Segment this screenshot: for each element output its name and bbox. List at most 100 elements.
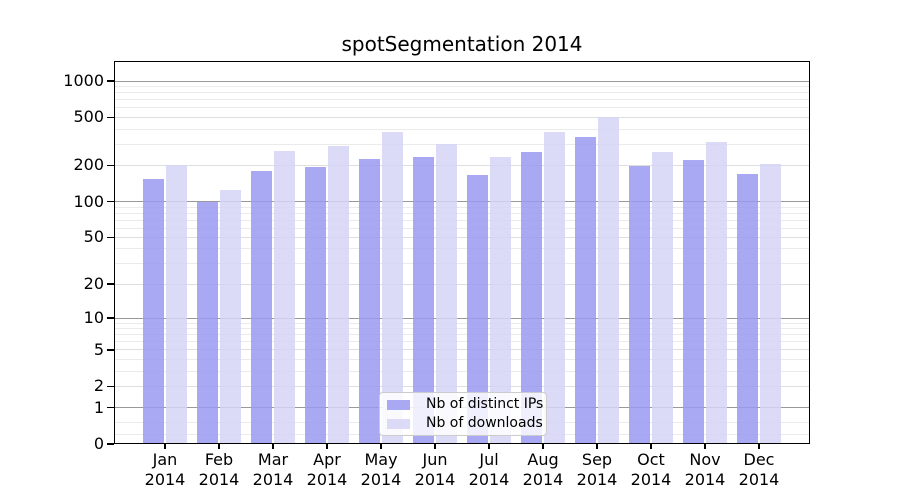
y-tick-100 — [107, 200, 114, 203]
bar-ips-dec — [737, 173, 758, 444]
y-tick-label: 0 — [93, 434, 104, 453]
gridline-2 — [114, 385, 810, 387]
bar-ips-jun — [413, 156, 434, 444]
bar-downloads-feb — [220, 189, 241, 444]
y-tick-1000 — [107, 80, 114, 82]
y-tick-5 — [107, 349, 114, 351]
bar-ips-oct — [629, 166, 650, 444]
x-tick-label: Apr 2014 — [306, 450, 348, 489]
bar-downloads-oct — [652, 152, 673, 444]
gridline-5 — [114, 349, 810, 351]
bar-ips-may — [359, 159, 380, 444]
gridline-100 — [114, 201, 810, 202]
y-tick-label: 20 — [83, 274, 104, 293]
bar-ips-nov — [683, 160, 704, 444]
bar-downloads-apr — [328, 145, 349, 444]
x-tick-7 — [488, 444, 490, 449]
bar-downloads-jan — [166, 165, 187, 444]
x-tick-2 — [218, 444, 220, 449]
bar-downloads-mar — [274, 150, 295, 444]
y-tick-20 — [107, 283, 114, 285]
bar-ips-sep — [575, 137, 596, 444]
x-tick-12 — [758, 444, 760, 449]
x-tick-8 — [542, 444, 544, 449]
x-tick-label: Jul 2014 — [468, 450, 510, 489]
gridline-700 — [114, 99, 810, 101]
y-tick-2 — [107, 385, 114, 387]
x-tick-9 — [596, 444, 598, 449]
x-tick-4 — [326, 444, 328, 449]
y-tick-label: 50 — [83, 227, 104, 247]
bar-ips-apr — [305, 166, 326, 444]
gridline-10 — [114, 317, 810, 319]
gridline-800 — [114, 92, 810, 94]
y-tick-1 — [107, 406, 114, 409]
x-tick-label: Jan 2014 — [144, 450, 186, 489]
gridline-900 — [114, 86, 810, 87]
y-tick-50 — [107, 236, 114, 239]
bar-downloads-may — [382, 131, 403, 444]
bar-downloads-aug — [544, 131, 565, 444]
y-tick-500 — [107, 116, 114, 119]
bar-ips-jul — [467, 175, 488, 444]
x-tick-label: Sep 2014 — [576, 450, 618, 489]
y-tick-label: 1 — [93, 397, 104, 417]
x-tick-label: Dec 2014 — [738, 450, 780, 489]
legend: Nb of distinct IPs Nb of downloads — [379, 392, 547, 436]
y-tick-label: 500 — [73, 107, 104, 127]
legend-label-distinct-ips: Nb of distinct IPs — [426, 396, 544, 412]
y-tick-0 — [107, 443, 114, 445]
gridline-6 — [114, 341, 810, 343]
x-tick-label: Aug 2014 — [522, 450, 564, 489]
x-tick-label: Jun 2014 — [414, 450, 456, 489]
gridline-30 — [114, 263, 810, 265]
y-tick-label: 1000 — [63, 71, 104, 90]
x-tick-label: Nov 2014 — [684, 450, 726, 489]
gridline-60 — [114, 227, 810, 229]
gridline-20 — [114, 283, 810, 285]
x-tick-label: Feb 2014 — [198, 450, 240, 489]
bar-ips-jan — [143, 178, 164, 444]
gridline-600 — [114, 107, 810, 109]
x-tick-3 — [272, 444, 274, 449]
gridline-50 — [114, 236, 810, 238]
x-tick-label: Mar 2014 — [252, 450, 294, 489]
gridline-80 — [114, 212, 810, 214]
gridline-70 — [114, 219, 810, 221]
y-tick-10 — [107, 317, 114, 319]
bar-downloads-nov — [706, 142, 727, 444]
gridline-3 — [114, 370, 810, 372]
gridline-500 — [114, 116, 810, 118]
bar-ips-feb — [197, 201, 218, 444]
gridline-8 — [114, 328, 810, 330]
y-tick-200 — [107, 164, 114, 167]
legend-item-downloads: Nb of downloads — [387, 416, 546, 431]
gridline-200 — [114, 164, 810, 166]
x-tick-11 — [704, 444, 706, 449]
legend-item-distinct-ips: Nb of distinct IPs — [387, 397, 546, 412]
bar-ips-aug — [521, 152, 542, 444]
chart-title: spotSegmentation 2014 — [341, 32, 583, 56]
bar-downloads-jul — [490, 157, 511, 444]
legend-label-downloads: Nb of downloads — [426, 415, 543, 431]
y-tick-label: 2 — [93, 376, 104, 396]
y-tick-label: 10 — [83, 308, 104, 327]
bar-downloads-sep — [598, 116, 619, 444]
gridline-4 — [114, 358, 810, 360]
gridline-7 — [114, 334, 810, 336]
gridline-400 — [114, 128, 810, 130]
gridline-9 — [114, 322, 810, 324]
x-tick-10 — [650, 444, 652, 449]
x-tick-5 — [380, 444, 382, 449]
gridline-40 — [114, 248, 810, 250]
x-tick-6 — [434, 444, 436, 449]
bar-downloads-jun — [436, 143, 457, 444]
legend-swatch-distinct-ips — [387, 399, 410, 410]
bar-ips-mar — [251, 170, 272, 444]
plot-area: Nb of distinct IPs Nb of downloads — [114, 61, 810, 444]
legend-swatch-downloads — [387, 418, 410, 429]
x-tick-1 — [164, 444, 166, 449]
x-tick-label: Oct 2014 — [630, 450, 672, 489]
y-tick-label: 5 — [93, 339, 104, 359]
